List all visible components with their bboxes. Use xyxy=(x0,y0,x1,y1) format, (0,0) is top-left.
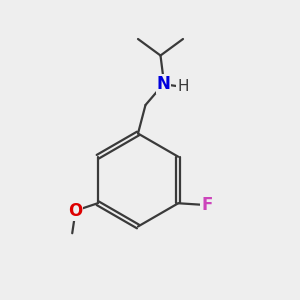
Text: F: F xyxy=(201,196,212,214)
Text: N: N xyxy=(157,75,170,93)
Text: O: O xyxy=(68,202,83,220)
Text: H: H xyxy=(177,79,189,94)
